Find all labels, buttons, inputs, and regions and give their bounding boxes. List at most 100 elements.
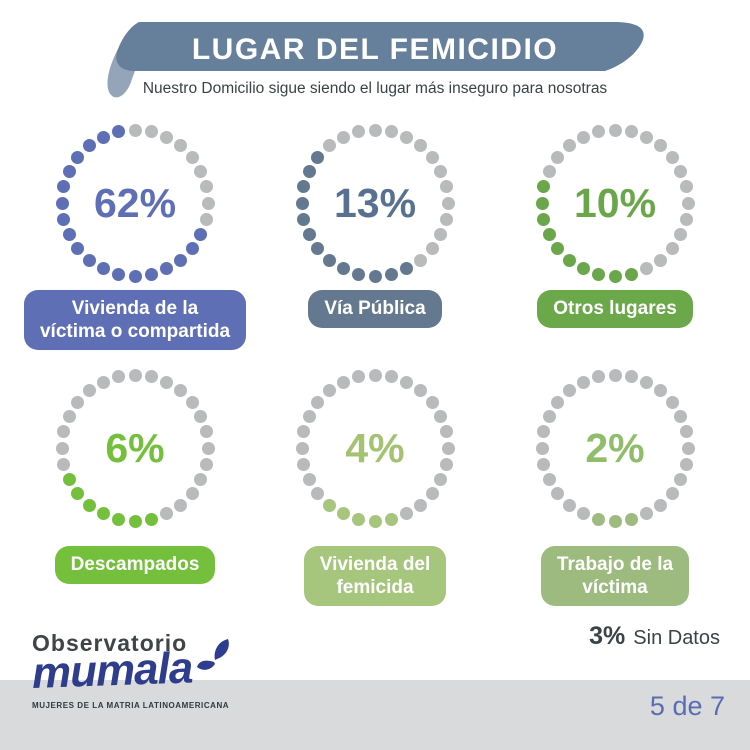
ribbon-fold-shape [107, 49, 136, 98]
ring-dot [144, 370, 158, 384]
ring-dot [295, 441, 309, 455]
ring-dot [681, 196, 695, 210]
ring-dot [160, 130, 174, 144]
percentage-value: 62% [93, 179, 177, 226]
ring-dot [199, 180, 213, 194]
ring-dot [311, 395, 325, 409]
dot-ring: 4% [293, 366, 457, 530]
ring-dot [592, 370, 606, 384]
mumala-logo: Observatorio mumala MUJERES DE LA MATRIA… [31, 630, 252, 710]
ring-dot [414, 384, 427, 398]
ring-dot [62, 473, 76, 487]
ring-dot [551, 487, 565, 500]
ring-dot [624, 512, 638, 526]
ring-dot [199, 212, 213, 226]
category-pill: Vía Pública [308, 290, 442, 328]
ring-dot [551, 150, 565, 164]
ring-dot [384, 125, 398, 139]
dot-ring: 2% [533, 366, 697, 530]
ring-dot [542, 228, 556, 242]
ring-dot [62, 164, 76, 178]
ring-dot [112, 125, 126, 139]
ring-dot [439, 425, 453, 439]
stat-via-publica: 13% Vía Pública [255, 121, 495, 328]
ring-dot [128, 123, 142, 137]
ring-dot [624, 370, 638, 384]
ring-dot [537, 425, 551, 439]
ring-dot [322, 498, 336, 512]
category-pill: Vivienda del femicida [303, 546, 447, 607]
ring-dot [144, 267, 158, 281]
ring-dot [57, 180, 71, 194]
ring-dot [96, 130, 110, 144]
ring-dot [562, 139, 576, 153]
ring-dot [352, 267, 366, 281]
ring-dot [185, 395, 199, 409]
ring-dot [542, 164, 556, 178]
ring-dot [640, 130, 654, 144]
ring-dot [537, 180, 551, 194]
ring-dot [608, 123, 622, 137]
stat-otros-lugares: 10% Otros lugares [495, 121, 735, 328]
ring-dot [199, 457, 213, 471]
percentage-value: 2% [585, 424, 645, 471]
ring-dot [185, 150, 199, 164]
ring-dot [352, 125, 366, 139]
ring-dot [434, 409, 448, 423]
ring-dot [297, 457, 311, 471]
header-ribbon: LUGAR DEL FEMICIDIO [95, 16, 655, 106]
ring-dot [295, 196, 309, 210]
page-subtitle: Nuestro Domicilio sigue siendo el lugar … [142, 80, 608, 97]
ring-dot [201, 196, 215, 210]
dot-ring: 13% [293, 121, 457, 285]
stat-trabajo-victima: 2% Trabajo de la víctima [495, 366, 735, 607]
ring-dot [592, 267, 606, 281]
ring-dot [679, 180, 693, 194]
ring-dot [322, 384, 336, 398]
ring-dot [194, 228, 208, 242]
ring-dot [400, 130, 414, 144]
ring-dot [551, 395, 565, 409]
ring-dot [654, 139, 667, 153]
ring-dot [160, 507, 174, 521]
ring-dot [562, 384, 576, 398]
ring-dot [297, 212, 311, 226]
ring-dot [57, 425, 71, 439]
ring-dot [160, 375, 174, 389]
ring-dot [160, 262, 174, 276]
ring-dot [174, 253, 187, 267]
ring-dot [62, 409, 76, 423]
dot-ring: 10% [533, 121, 697, 285]
ring-dot [665, 395, 679, 409]
ring-dot [681, 441, 695, 455]
ring-dot [640, 375, 654, 389]
ring-dot [352, 512, 366, 526]
ring-dot [336, 130, 350, 144]
ring-dot [535, 196, 549, 210]
ribbon-main-shape [116, 22, 644, 71]
ring-dot [441, 196, 455, 210]
ring-dot [665, 487, 679, 500]
ring-dot [654, 498, 667, 512]
ring-dot [194, 409, 208, 423]
logo-tagline: MUJERES DE LA MATRIA LATINOAMERICANA [32, 701, 230, 710]
ring-dot [425, 487, 439, 500]
ring-dot [82, 498, 96, 512]
page-indicator: 5 de 7 [649, 691, 725, 721]
ring-dot [96, 262, 110, 276]
ring-dot [302, 164, 316, 178]
ring-dot [425, 242, 439, 255]
ring-dot [112, 267, 126, 281]
ring-dot [71, 395, 85, 409]
logo-observatorio-text: Observatorio [32, 630, 188, 656]
ring-dot [128, 269, 142, 283]
ring-dot [674, 164, 688, 178]
ring-dot [654, 384, 667, 398]
ring-dot [414, 498, 427, 512]
ring-dot [55, 441, 69, 455]
ring-dot [537, 457, 551, 471]
ring-dot [185, 487, 199, 500]
ring-dot [322, 139, 336, 153]
percentage-value: 10% [573, 179, 657, 226]
